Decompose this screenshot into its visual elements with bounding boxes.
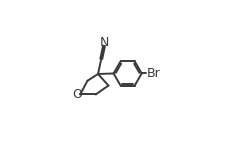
Text: N: N: [99, 36, 109, 49]
Text: Br: Br: [147, 67, 160, 80]
Text: O: O: [72, 88, 82, 101]
